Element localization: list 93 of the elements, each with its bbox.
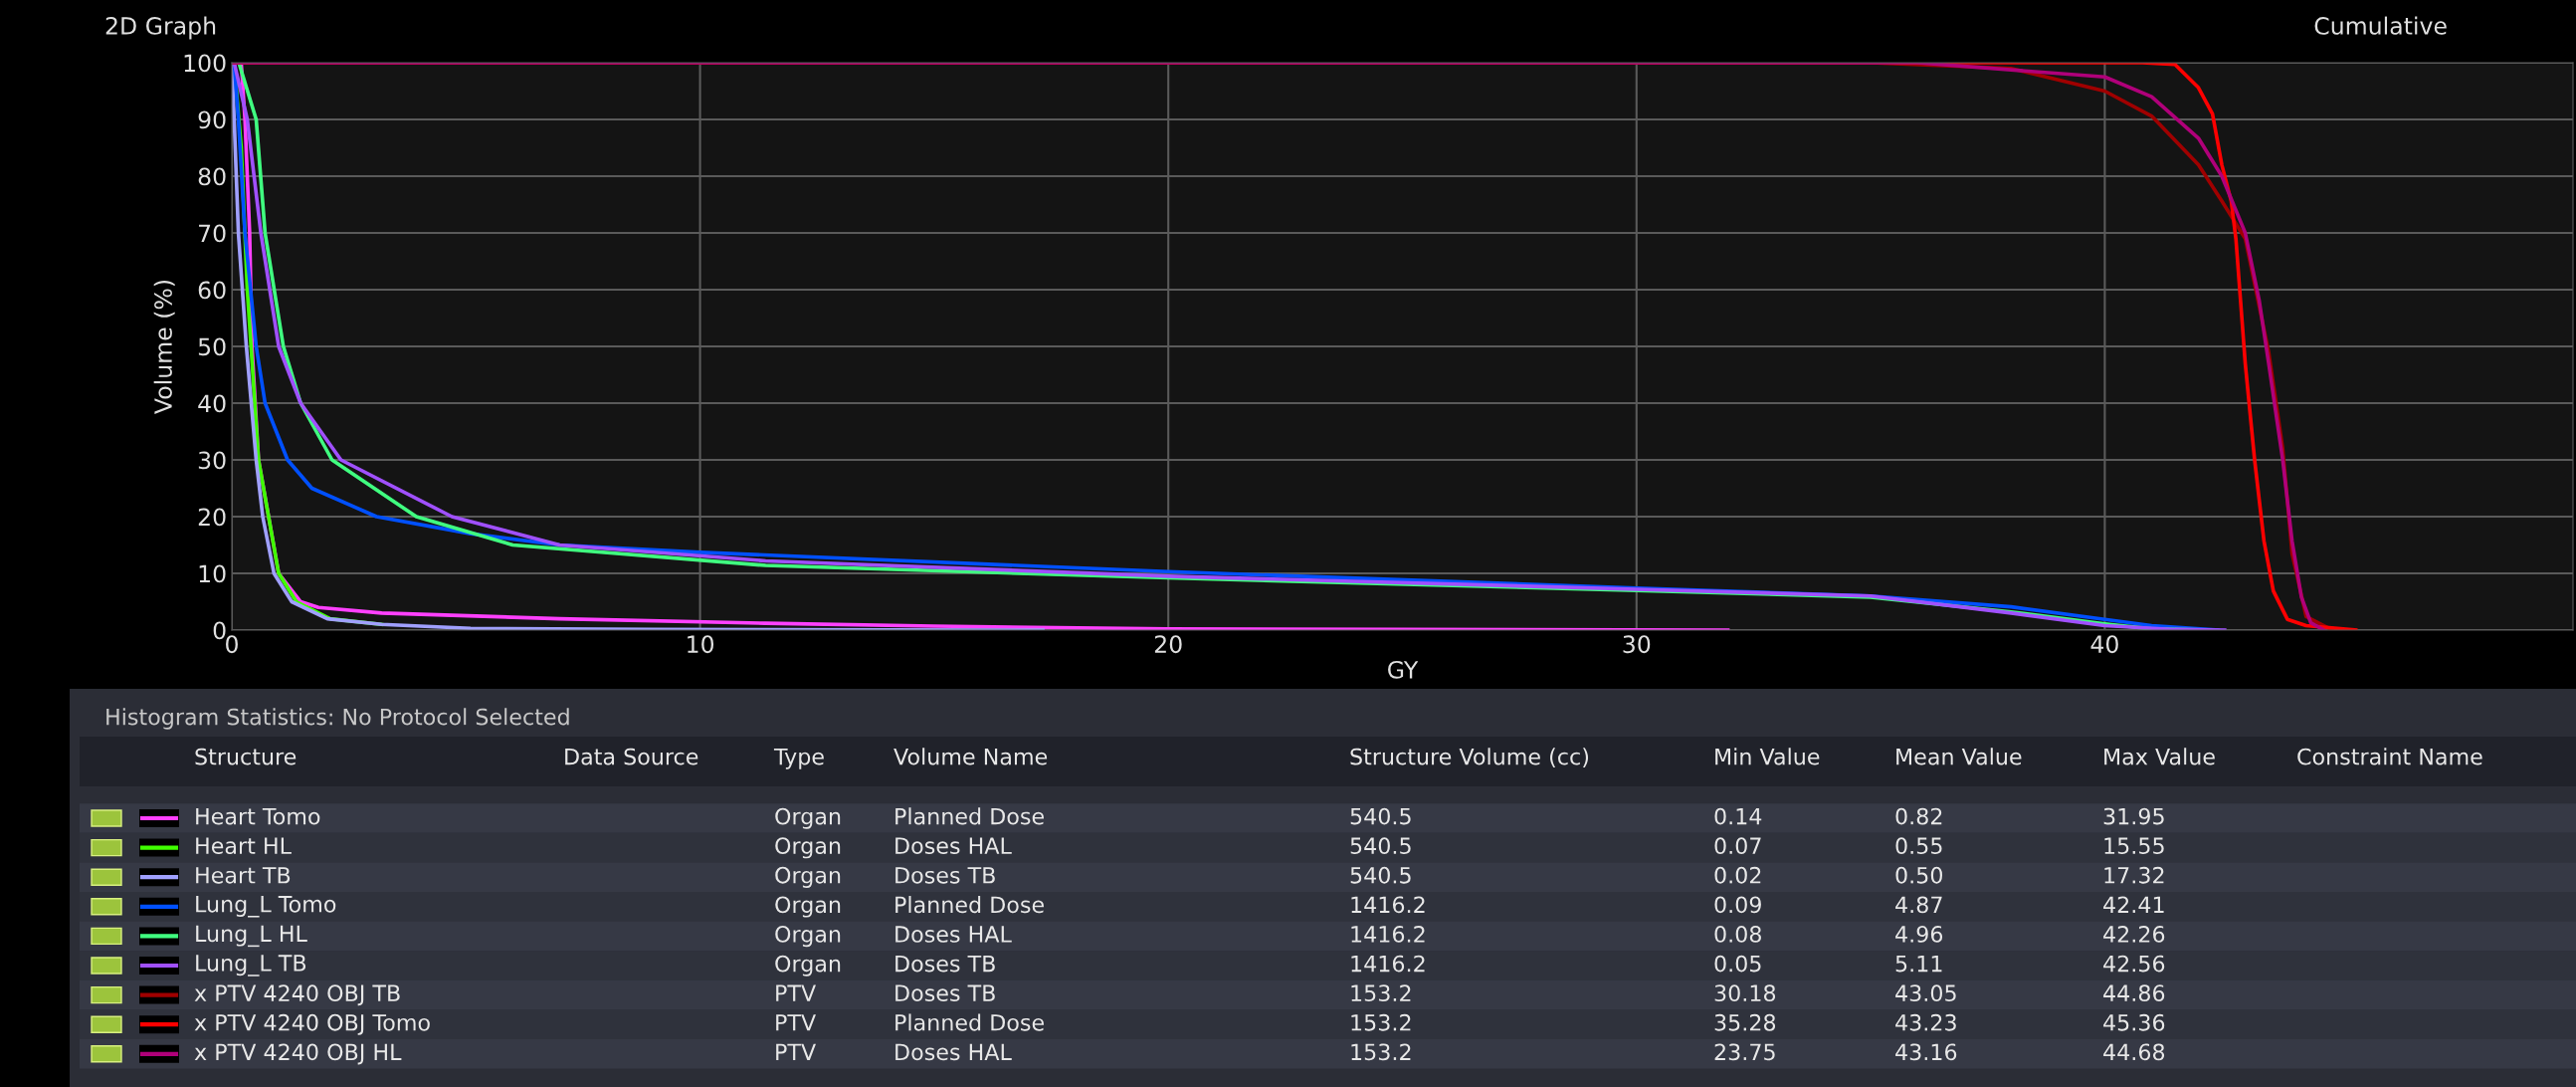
text: 0.82 bbox=[1895, 807, 1942, 825]
text: Organ bbox=[775, 926, 841, 948]
text: 42.41 bbox=[2103, 896, 2164, 913]
text: 0.14 bbox=[1714, 807, 1762, 825]
legend-label: Heart Tomo bbox=[196, 807, 320, 825]
text: Cumulative bbox=[2314, 16, 2447, 35]
text: 153.2 bbox=[1351, 1013, 1411, 1031]
text: Organ bbox=[775, 866, 841, 888]
text: Organ bbox=[775, 807, 841, 829]
legend-label: Heart HL bbox=[196, 837, 292, 855]
text: 30.18 bbox=[1714, 984, 1776, 1002]
text: 4.87 bbox=[1895, 896, 1942, 914]
text: 5.11 bbox=[1895, 955, 1942, 973]
text: Mean Value bbox=[1896, 748, 2022, 765]
x-tick-label: 40 bbox=[2090, 635, 2118, 654]
text: 0.07 bbox=[1714, 837, 1761, 855]
y-tick-label: 90 bbox=[198, 110, 226, 129]
y-tick-label: 70 bbox=[199, 224, 226, 243]
text: Planned Dose bbox=[895, 807, 1044, 825]
text: 540.5 bbox=[1350, 837, 1411, 855]
text: 540.5 bbox=[1350, 866, 1411, 884]
text: 43.05 bbox=[1895, 984, 1956, 1002]
y-tick-label: 80 bbox=[198, 167, 226, 186]
text: 0.02 bbox=[1714, 866, 1761, 884]
text: Histogram Statistics: No Protocol Selected bbox=[106, 708, 569, 730]
text: 1416.2 bbox=[1351, 955, 1425, 973]
legend-label: Lung_L Tomo bbox=[196, 896, 336, 918]
y-tick-label: 20 bbox=[198, 508, 226, 527]
text: Max Value bbox=[2104, 748, 2215, 765]
text: Structure bbox=[195, 748, 297, 765]
text: 153.2 bbox=[1351, 984, 1411, 1002]
text: Volume Name bbox=[893, 748, 1048, 765]
text: 31.95 bbox=[2103, 807, 2164, 825]
text: 0.05 bbox=[1714, 955, 1761, 973]
text: 15.55 bbox=[2104, 837, 2164, 855]
text: 0.08 bbox=[1714, 926, 1761, 943]
legend-label: Lung_L HL bbox=[196, 925, 307, 948]
text: 1416.2 bbox=[1351, 896, 1425, 914]
text: Min Value bbox=[1715, 748, 1820, 765]
text: 0.50 bbox=[1895, 866, 1942, 884]
y-tick-label: 60 bbox=[198, 281, 226, 300]
text: Doses TB bbox=[895, 955, 995, 973]
text: 1416.2 bbox=[1351, 926, 1425, 943]
text: 23.75 bbox=[1714, 1043, 1775, 1061]
y-tick-label: 100 bbox=[184, 54, 226, 73]
text: 44.68 bbox=[2103, 1043, 2165, 1061]
y-tick-label: 10 bbox=[199, 564, 226, 583]
text: Data Source bbox=[565, 748, 698, 765]
x-tick-label: 0 bbox=[226, 635, 238, 654]
text: 44.86 bbox=[2103, 984, 2165, 1002]
text: 42.56 bbox=[2103, 955, 2165, 973]
text: Doses TB bbox=[895, 984, 995, 1002]
y-tick-label: 50 bbox=[198, 337, 226, 356]
text: 4.96 bbox=[1895, 926, 1943, 943]
text: Doses HAL bbox=[895, 837, 1012, 855]
y-tick-label: 40 bbox=[198, 394, 226, 413]
text: 0.55 bbox=[1895, 837, 1942, 855]
legend-label: x PTV 4240 OBJ HL bbox=[194, 1043, 402, 1065]
legend-label: x PTV 4240 OBJ Tomo bbox=[194, 1013, 430, 1035]
text: 540.5 bbox=[1350, 807, 1411, 825]
text: Doses TB bbox=[895, 867, 995, 884]
text: Doses HAL bbox=[895, 926, 1012, 943]
text: 2D Graph bbox=[105, 16, 216, 40]
legend-label: Heart TB bbox=[196, 867, 291, 884]
text: Organ bbox=[775, 837, 841, 859]
text: PTV bbox=[776, 984, 816, 1001]
text: 43.23 bbox=[1895, 1013, 1956, 1031]
x-tick-label: 30 bbox=[1623, 635, 1651, 654]
legend-label: x PTV 4240 OBJ TB bbox=[194, 984, 400, 1006]
text: 153.2 bbox=[1351, 1043, 1411, 1061]
legend-label: Lung_L TB bbox=[196, 955, 306, 977]
text: PTV bbox=[776, 1043, 816, 1060]
x-tick-label: 20 bbox=[1154, 635, 1182, 654]
text: Planned Dose bbox=[895, 1013, 1044, 1031]
y-tick-label: 30 bbox=[198, 451, 226, 470]
text: 17.32 bbox=[2104, 866, 2164, 884]
y-tick-label: 0 bbox=[213, 621, 226, 640]
text: 35.28 bbox=[1714, 1013, 1776, 1031]
text: Type bbox=[773, 748, 824, 769]
y-axis-title: Volume (%) bbox=[153, 280, 175, 414]
text: 43.16 bbox=[1895, 1043, 1957, 1061]
text: Organ bbox=[775, 896, 841, 918]
text: 0.09 bbox=[1714, 896, 1761, 914]
text: PTV bbox=[776, 1014, 816, 1031]
text: 45.36 bbox=[2103, 1013, 2165, 1031]
text: 42.26 bbox=[2103, 926, 2165, 943]
text: Constraint Name bbox=[2297, 748, 2482, 765]
x-axis-title: GY bbox=[1388, 660, 1419, 679]
text: Doses HAL bbox=[895, 1043, 1012, 1061]
text: Structure Volume (cc) bbox=[1350, 748, 1589, 768]
text: Planned Dose bbox=[895, 896, 1044, 914]
x-tick-label: 10 bbox=[688, 635, 714, 654]
text: Organ bbox=[775, 955, 841, 977]
